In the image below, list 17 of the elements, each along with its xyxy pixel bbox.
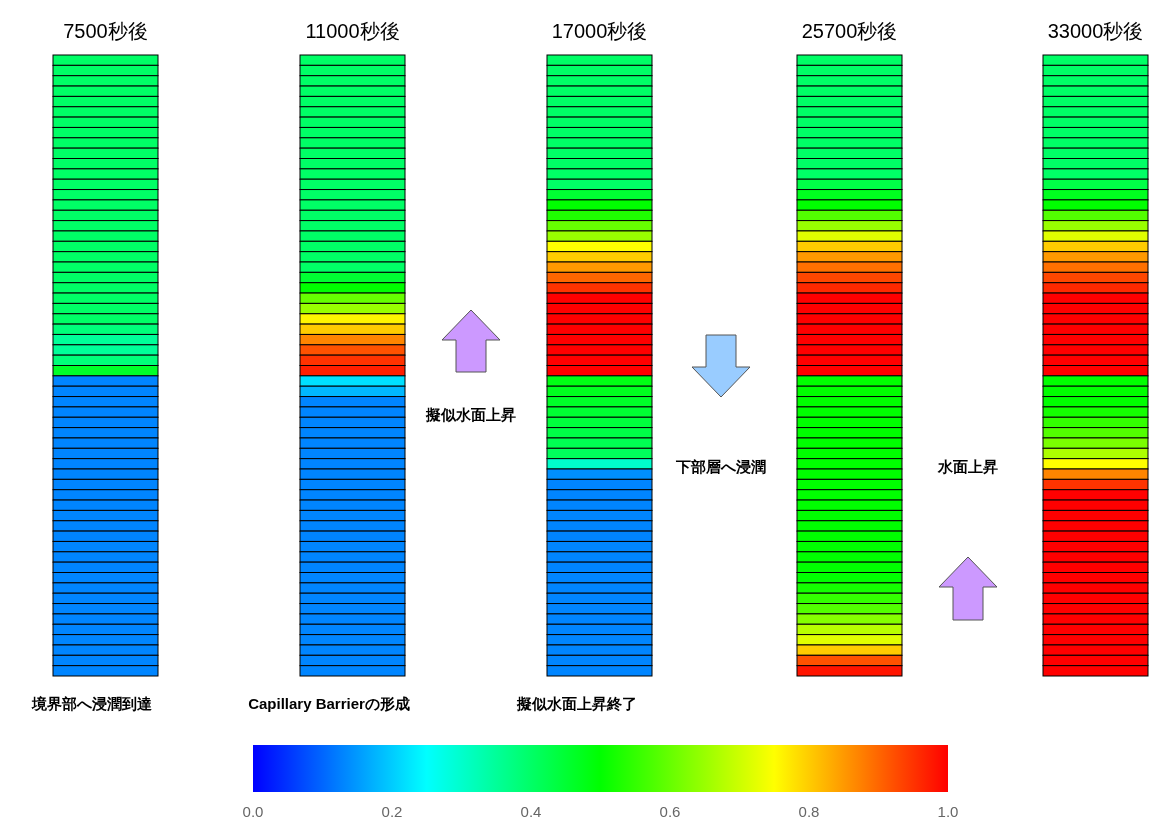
annotation: 擬似水面上昇 [425, 406, 516, 423]
annotation: 下部層へ浸潤 [675, 458, 766, 475]
color-bar-label: 0.8 [798, 803, 820, 820]
x-tick-label: 11000秒後 [305, 20, 400, 42]
color-bar-label: 0.2 [381, 803, 403, 820]
color-bar-label: 0.0 [242, 803, 264, 820]
color-bar-label: 1.0 [937, 803, 959, 820]
x-tick-label: 7500秒後 [63, 20, 148, 42]
text: 擬似水面上昇終了 [516, 695, 637, 712]
text: 境界部へ浸潤到達 [31, 695, 153, 712]
annotation: 水面上昇 [937, 458, 998, 475]
x-tick-label: 17000秒後 [551, 20, 648, 42]
color-bar-label: 0.4 [520, 803, 542, 820]
color-bar-label: 0.6 [659, 803, 681, 820]
x-tick-label: 25700秒後 [801, 20, 898, 42]
x-tick-label: 33000秒後 [1047, 20, 1144, 42]
text: Capillary Barrierの形成 [248, 695, 410, 712]
